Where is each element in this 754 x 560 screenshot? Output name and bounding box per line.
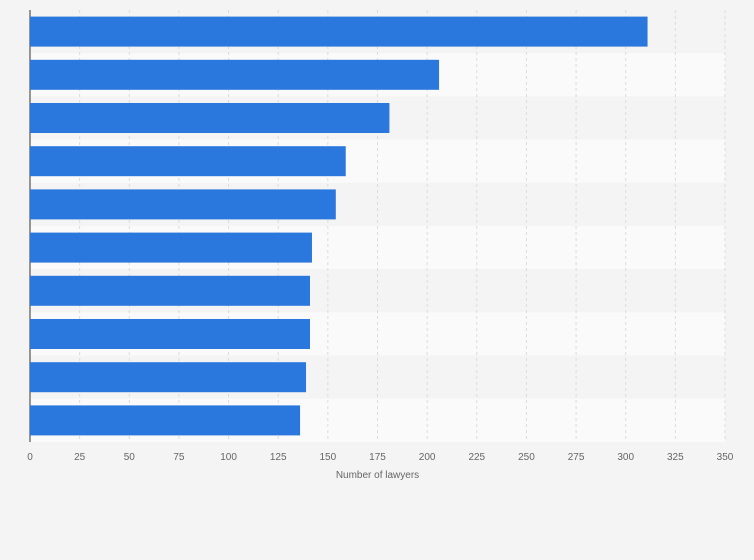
x-tick-label: 75 <box>173 452 185 463</box>
x-tick-label: 325 <box>667 452 684 463</box>
x-tick-label: 300 <box>617 452 634 463</box>
bar <box>30 103 390 133</box>
x-tick-label: 50 <box>124 452 136 463</box>
bar <box>30 362 307 393</box>
x-tick-labels: 0 25 50 75 100 125 150 175 200 225 250 275 300 325 350 <box>27 452 734 463</box>
x-tick-label: 175 <box>369 452 386 463</box>
x-tick-label: 125 <box>270 452 287 463</box>
x-tick-label: 100 <box>220 452 237 463</box>
bar <box>30 146 346 177</box>
x-tick-label: 225 <box>468 452 485 463</box>
bar <box>30 59 440 90</box>
x-tick-label: 350 <box>717 452 734 463</box>
bar <box>30 232 312 263</box>
bar <box>30 275 310 306</box>
x-tick-label: 250 <box>518 452 535 463</box>
bar <box>30 405 301 436</box>
x-axis-title: Number of lawyers <box>336 470 419 481</box>
x-tick-label: 25 <box>74 452 86 463</box>
bars <box>30 16 648 436</box>
x-tick-label: 200 <box>419 452 436 463</box>
x-tick-label: 275 <box>568 452 585 463</box>
bar <box>30 189 336 220</box>
bar <box>30 319 310 349</box>
x-tick-label: 150 <box>320 452 337 463</box>
x-tick-label: 0 <box>27 452 33 463</box>
bar <box>30 16 648 47</box>
